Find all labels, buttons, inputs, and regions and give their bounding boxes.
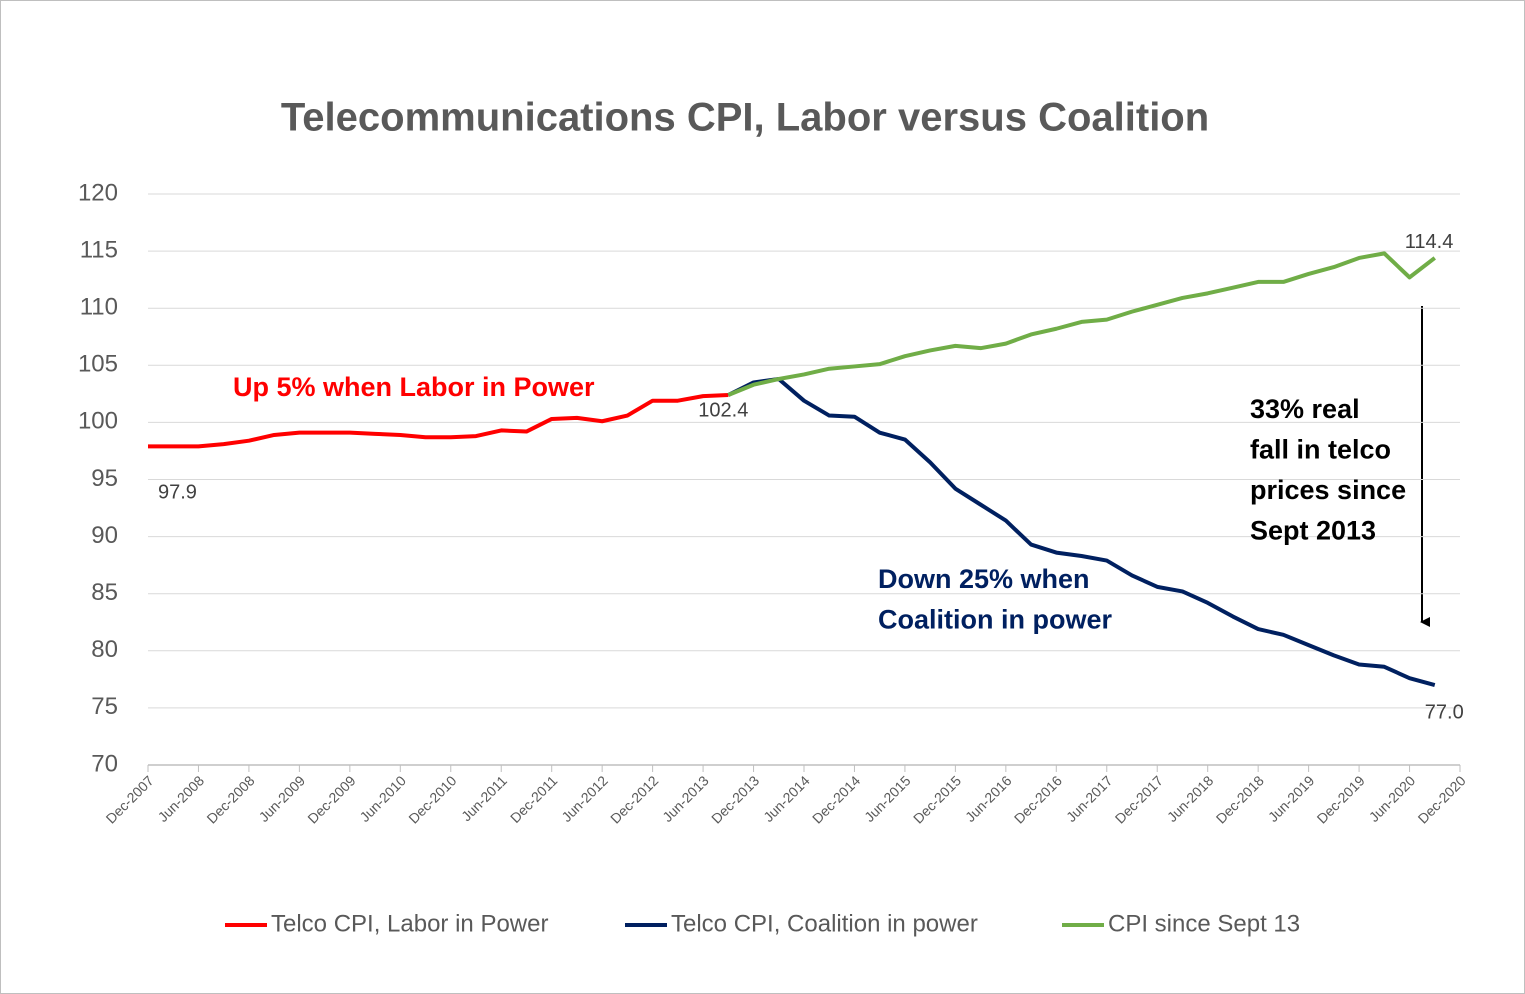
annotation: Up 5% when Labor in Power <box>233 372 595 402</box>
y-tick-label: 110 <box>80 294 118 321</box>
y-tick-label: 80 <box>91 636 118 663</box>
annotation: prices since <box>1250 475 1406 505</box>
annotation: Down 25% when <box>878 564 1090 594</box>
y-tick-label: 70 <box>91 750 118 777</box>
y-tick-label: 85 <box>91 579 118 606</box>
y-tick-label: 90 <box>91 522 118 549</box>
chart-title: Telecommunications CPI, Labor versus Coa… <box>281 96 1209 140</box>
series-line <box>727 251 1436 397</box>
annotation: Sept 2013 <box>1250 516 1376 546</box>
data-label: 102.4 <box>698 399 748 421</box>
series-line <box>727 377 1436 687</box>
annotation: 33% real <box>1250 394 1360 424</box>
legend-label: CPI since Sept 13 <box>1108 910 1300 937</box>
data-label: 114.4 <box>1405 231 1454 253</box>
y-tick-label: 75 <box>91 693 118 720</box>
data-label: 97.9 <box>158 482 197 504</box>
annotation: Coalition in power <box>878 605 1112 635</box>
annotation: fall in telco <box>1250 435 1391 465</box>
legend-label: Telco CPI, Labor in Power <box>271 910 548 937</box>
legend-label: Telco CPI, Coalition in power <box>671 910 978 937</box>
y-tick-label: 95 <box>91 465 118 492</box>
y-tick-label: 105 <box>78 351 118 378</box>
y-tick-label: 115 <box>80 236 118 263</box>
series-line <box>148 392 729 449</box>
data-label: 77.0 <box>1425 701 1464 723</box>
y-tick-label: 100 <box>78 408 118 435</box>
y-tick-label: 120 <box>78 179 118 206</box>
